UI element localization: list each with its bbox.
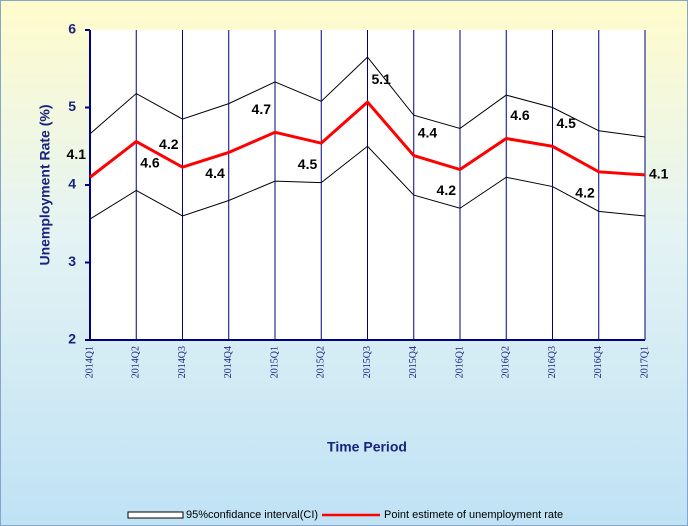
x-tick-label: 2014Q1 <box>84 346 95 378</box>
data-label: 4.5 <box>557 115 577 131</box>
x-tick-label: 2015Q1 <box>269 346 280 378</box>
x-tick-label: 2016Q3 <box>547 346 558 378</box>
x-tick-label: 2015Q4 <box>408 346 419 378</box>
legend-label: 95%confidance interval(CI) <box>186 509 318 521</box>
data-label: 4.1 <box>67 146 87 162</box>
x-tick-label: 2015Q2 <box>316 346 327 378</box>
x-tick-label: 2014Q2 <box>131 346 142 378</box>
data-label: 4.1 <box>649 166 669 182</box>
y-axis-title: Unemployment Rate (%) <box>37 104 53 265</box>
y-tick-label: 3 <box>68 253 76 269</box>
x-tick-label: 2016Q1 <box>454 346 465 378</box>
y-tick-label: 6 <box>68 21 76 37</box>
line <box>89 99 646 179</box>
data-label: 4.2 <box>575 185 595 201</box>
data-label: 4.2 <box>437 182 457 198</box>
data-label: 4.6 <box>510 107 530 123</box>
data-label: 4.4 <box>205 165 225 181</box>
y-tick-label: 2 <box>68 331 76 347</box>
data-label: 4.6 <box>140 154 160 170</box>
y-tick-label: 5 <box>68 98 76 114</box>
x-axis-title: Time Period <box>327 439 407 455</box>
data-label: 5.1 <box>372 71 392 87</box>
x-tick-label: 2016Q2 <box>501 346 512 378</box>
data-label: 4.7 <box>252 101 272 117</box>
ci-lower <box>89 145 646 220</box>
ci-upper <box>89 56 646 138</box>
data-label: 4.4 <box>418 124 438 140</box>
x-tick-label: 2017Q1 <box>639 346 650 378</box>
legend-swatch <box>127 511 184 519</box>
y-tick-label: 4 <box>68 176 76 192</box>
x-tick-label: 2014Q4 <box>223 346 234 378</box>
legend-label: Point estimete of unemployment rate <box>384 509 563 521</box>
x-tick-label: 2014Q3 <box>177 346 188 378</box>
data-label: 4.2 <box>159 136 179 152</box>
x-tick-label: 2015Q3 <box>362 346 373 378</box>
x-tick-label: 2016Q4 <box>593 346 604 378</box>
data-label: 4.5 <box>298 156 318 172</box>
